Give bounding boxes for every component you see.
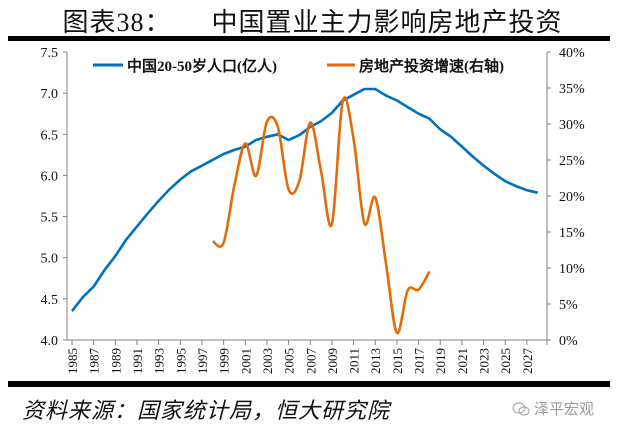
- x-tick-label: 2003: [260, 348, 275, 374]
- x-tick-label: 2019: [433, 348, 448, 374]
- left-tick-label: 4.0: [41, 334, 59, 349]
- bottom-rule: [8, 381, 610, 387]
- x-tick-label: 1999: [217, 348, 232, 374]
- left-tick-label: 6.0: [41, 169, 59, 184]
- x-tick-label: 2005: [282, 348, 297, 374]
- right-tick-label: 40%: [559, 46, 585, 61]
- left-tick-label: 7.5: [41, 46, 59, 61]
- left-tick-label: 4.5: [41, 293, 59, 308]
- title-text: 中国置业主力影响房地产投资: [211, 8, 563, 37]
- x-tick-label: 2015: [390, 348, 405, 374]
- right-tick-label: 20%: [559, 190, 585, 205]
- plot-area: [70, 87, 538, 335]
- x-tick-label: 1985: [65, 348, 80, 374]
- right-tick-label: 35%: [559, 82, 585, 97]
- legend-label-population: 中国20-50岁人口(亿人): [127, 57, 277, 75]
- x-tick-label: 2017: [412, 348, 427, 375]
- left-tick-label: 7.0: [41, 87, 59, 102]
- left-tick-label: 6.5: [41, 128, 59, 143]
- x-tick-label: 1995: [173, 348, 188, 374]
- chart-title: 图表38： 中国置业主力影响房地产投资: [0, 2, 625, 39]
- chart: 4.0 4.5 5.0 5.5 6.0 6.5 7.0 7.5 0% 5% 10% 15% 20% 25%…: [41, 46, 586, 374]
- legend: 中国20-50岁人口(亿人) 房地产投资增速(右轴): [93, 57, 504, 75]
- x-tick-label: 2013: [368, 348, 383, 374]
- x-tick-label: 2023: [477, 348, 492, 374]
- right-tick-label: 25%: [559, 154, 585, 169]
- left-tick-label: 5.0: [41, 252, 59, 267]
- axes: 4.0 4.5 5.0 5.5 6.0 6.5 7.0 7.5 0% 5% 10% 15% 20% 25%…: [41, 46, 586, 374]
- wechat-icon: [512, 402, 530, 416]
- figure-label: 图表38：: [62, 8, 172, 37]
- x-tick-label: 2009: [325, 348, 340, 374]
- right-tick-label: 15%: [559, 226, 585, 241]
- x-tick-label: 2027: [520, 348, 535, 375]
- left-tick-label: 5.5: [41, 211, 59, 226]
- x-tick-label: 2007: [303, 348, 318, 375]
- watermark-text: 泽平宏观: [534, 400, 595, 418]
- x-tick-label: 1997: [195, 348, 210, 375]
- x-tick-label: 2011: [347, 348, 362, 374]
- x-tick-label: 1991: [130, 348, 145, 374]
- x-tick-label: 2001: [238, 348, 253, 374]
- source-note: 资料来源：国家统计局，恒大研究院: [22, 399, 391, 424]
- right-tick-label: 0%: [559, 334, 578, 349]
- series-line-investment: [212, 96, 431, 335]
- x-tick-label: 1989: [108, 348, 123, 374]
- legend-label-investment: 房地产投资增速(右轴): [359, 57, 504, 75]
- x-tick-label: 2025: [498, 348, 513, 374]
- x-tick-label: 1987: [87, 348, 102, 375]
- x-tick-label: 1993: [152, 348, 167, 374]
- top-rule: [8, 36, 610, 41]
- right-tick-label: 10%: [559, 262, 585, 277]
- x-tick-label: 2021: [455, 348, 470, 374]
- right-tick-label: 5%: [559, 298, 578, 313]
- right-tick-label: 30%: [559, 118, 585, 133]
- series-line-population: [70, 87, 538, 312]
- watermark: 泽平宏观: [512, 398, 594, 419]
